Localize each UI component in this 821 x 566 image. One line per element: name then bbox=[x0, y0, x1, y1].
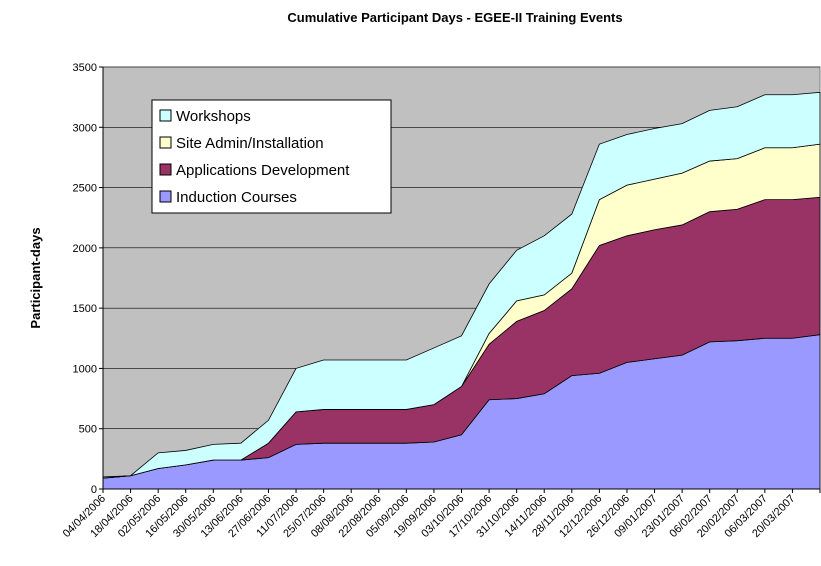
y-tick-label: 1500 bbox=[73, 303, 97, 315]
y-tick-label: 3500 bbox=[73, 62, 97, 74]
y-tick-label: 500 bbox=[79, 424, 97, 436]
y-tick-label: 1000 bbox=[73, 363, 97, 375]
legend-swatch bbox=[159, 109, 172, 122]
legend-swatch bbox=[159, 190, 172, 203]
legend-label: Applications Development bbox=[176, 162, 350, 179]
y-axis-label: Participant-days bbox=[28, 227, 43, 328]
chart-title: Cumulative Participant Days - EGEE-II Tr… bbox=[287, 10, 622, 25]
legend-label: Site Admin/Installation bbox=[176, 135, 324, 152]
legend-box bbox=[151, 99, 392, 214]
area bbox=[102, 91, 821, 479]
y-tick-label: 0 bbox=[91, 484, 97, 496]
legend-swatch bbox=[159, 163, 172, 176]
legend-label: Workshops bbox=[176, 108, 251, 125]
legend-label: Induction Courses bbox=[176, 189, 297, 206]
y-tick-label: 3000 bbox=[73, 122, 97, 134]
legend-swatch bbox=[159, 136, 172, 149]
y-tick-label: 2500 bbox=[73, 183, 97, 195]
y-tick-label: 2000 bbox=[73, 243, 97, 255]
